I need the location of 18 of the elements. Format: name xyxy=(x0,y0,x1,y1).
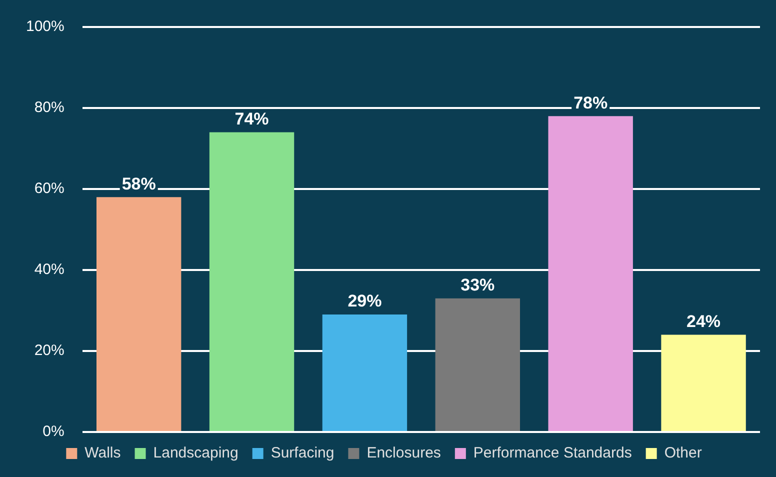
data-label: 58% xyxy=(122,174,156,194)
legend-label: Performance Standards xyxy=(473,444,632,462)
legend-label: Walls xyxy=(84,444,121,462)
y-tick-label: 100% xyxy=(26,18,64,36)
legend-label: Surfacing xyxy=(270,444,334,462)
y-tick-label: 80% xyxy=(34,99,64,116)
data-label: 24% xyxy=(686,312,721,331)
y-tick-label: 0% xyxy=(42,423,64,440)
data-label: 78% xyxy=(574,93,608,112)
data-label: 29% xyxy=(348,292,382,311)
legend-label: Enclosures xyxy=(366,444,441,462)
legend-label: Landscaping xyxy=(153,444,238,462)
legend-label: Other xyxy=(664,444,702,462)
y-tick-label: 40% xyxy=(34,261,64,278)
y-tick-label: 20% xyxy=(34,342,64,360)
data-label: 33% xyxy=(460,276,495,295)
y-tick-label: 60% xyxy=(34,180,64,198)
data-label: 74% xyxy=(234,109,269,128)
